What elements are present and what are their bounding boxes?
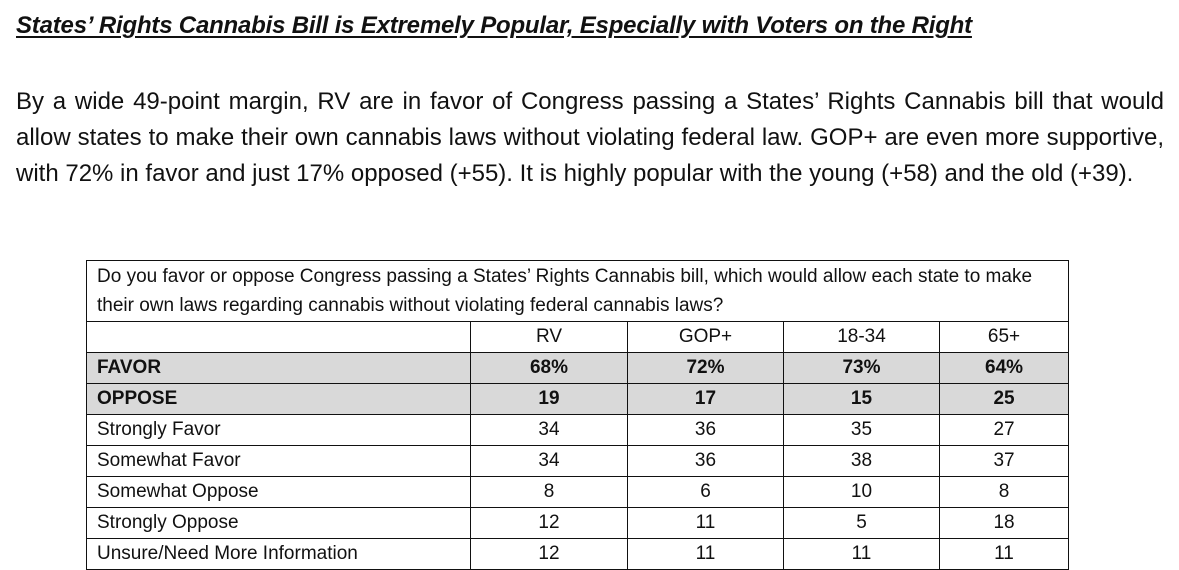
- cell-value: 11: [938, 538, 1070, 570]
- table-row-somewhat-oppose: Somewhat Oppose 8 6 10 8: [86, 476, 1070, 508]
- column-header-rv: RV: [470, 321, 628, 353]
- cell-value: 38: [783, 445, 940, 477]
- row-label: OPPOSE: [86, 383, 471, 415]
- cell-value: 35: [783, 414, 940, 446]
- table-row-somewhat-favor: Somewhat Favor 34 36 38 37: [86, 445, 1070, 477]
- header-blank-cell: [86, 321, 471, 353]
- section-heading: States’ Rights Cannabis Bill is Extremel…: [16, 12, 972, 39]
- cell-value: 12: [470, 507, 628, 539]
- table-row-oppose: OPPOSE 19 17 15 25: [86, 383, 1070, 415]
- row-label: Somewhat Oppose: [86, 476, 471, 508]
- cell-value: 34: [470, 445, 628, 477]
- cell-value: 5: [783, 507, 940, 539]
- cell-value: 36: [627, 414, 784, 446]
- cell-value: 34: [470, 414, 628, 446]
- cell-value: 6: [627, 476, 784, 508]
- table-row-strongly-favor: Strongly Favor 34 36 35 27: [86, 414, 1070, 446]
- survey-question: Do you favor or oppose Congress passing …: [85, 260, 1070, 322]
- cell-value: 36: [627, 445, 784, 477]
- row-label: Unsure/Need More Information: [86, 538, 471, 570]
- cell-value: 18: [938, 507, 1070, 539]
- column-header-18-34: 18-34: [783, 321, 940, 353]
- cell-value: 27: [938, 414, 1070, 446]
- cell-value: 37: [938, 445, 1070, 477]
- cell-value: 68%: [470, 352, 628, 384]
- table-row-unsure: Unsure/Need More Information 12 11 11 11: [86, 538, 1070, 570]
- table-row-strongly-oppose: Strongly Oppose 12 11 5 18: [86, 507, 1070, 539]
- intro-paragraph: By a wide 49-point margin, RV are in fav…: [16, 88, 1164, 187]
- cell-value: 11: [627, 538, 784, 570]
- cell-value: 73%: [783, 352, 940, 384]
- row-label: Somewhat Favor: [86, 445, 471, 477]
- cell-value: 15: [783, 383, 940, 415]
- cell-value: 12: [470, 538, 628, 570]
- cell-value: 8: [470, 476, 628, 508]
- question-row: Do you favor or oppose Congress passing …: [85, 260, 1070, 322]
- cell-value: 19: [470, 383, 628, 415]
- poll-results-table: Do you favor or oppose Congress passing …: [85, 260, 1070, 570]
- cell-value: 11: [627, 507, 784, 539]
- cell-value: 8: [938, 476, 1070, 508]
- column-header-65-plus: 65+: [938, 321, 1070, 353]
- cell-value: 17: [627, 383, 784, 415]
- cell-value: 72%: [627, 352, 784, 384]
- column-header-row: RV GOP+ 18-34 65+: [86, 321, 1070, 353]
- row-label: Strongly Oppose: [86, 507, 471, 539]
- cell-value: 11: [783, 538, 940, 570]
- cell-value: 10: [783, 476, 940, 508]
- column-header-gop: GOP+: [627, 321, 784, 353]
- row-label: FAVOR: [86, 352, 471, 384]
- row-label: Strongly Favor: [86, 414, 471, 446]
- table-row-favor: FAVOR 68% 72% 73% 64%: [86, 352, 1070, 384]
- cell-value: 25: [938, 383, 1070, 415]
- cell-value: 64%: [938, 352, 1070, 384]
